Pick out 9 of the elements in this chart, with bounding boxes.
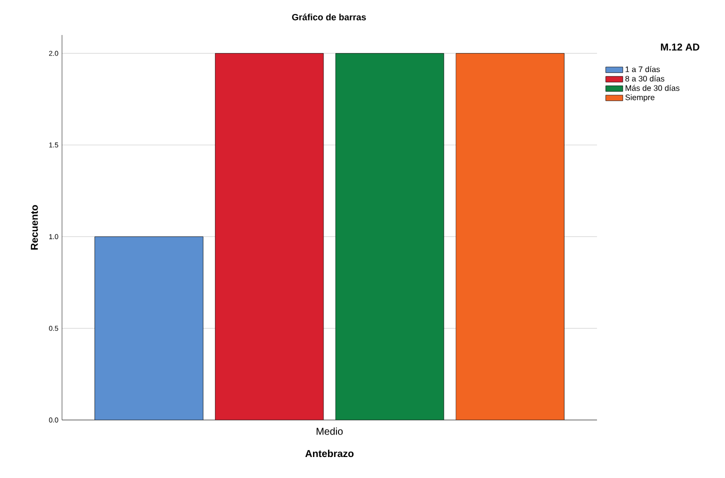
legend-title: M.12 AD	[660, 44, 700, 50]
legend-label: 8 a 30 días	[625, 76, 664, 82]
chart-title: Gráfico de barras	[292, 14, 366, 20]
y-axis-title: Recuento	[30, 205, 38, 250]
x-axis-title: Antebrazo	[305, 450, 354, 458]
legend-label: Siempre	[625, 94, 654, 102]
x-tick-label: Medio	[316, 428, 343, 435]
legend-label: Más de 30 días	[626, 84, 680, 91]
legend-label: 1 a 7 días	[626, 66, 660, 72]
